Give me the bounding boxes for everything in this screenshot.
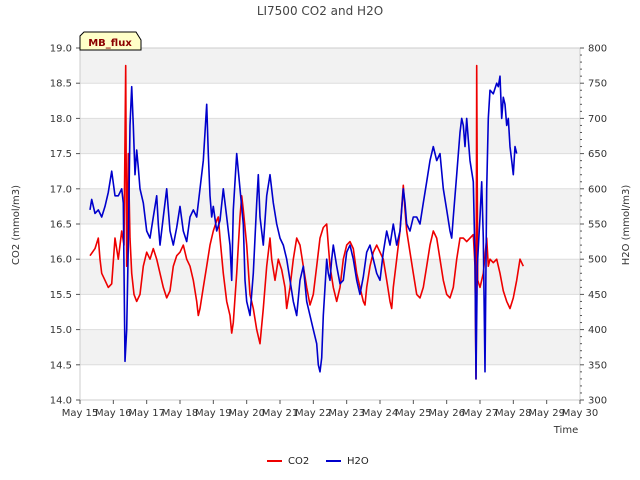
y-left-tick-label: 16.0 xyxy=(50,255,72,266)
series-line-h2o xyxy=(89,75,518,380)
y-right-tick-label: 300 xyxy=(588,396,607,407)
y-right-tick-label: 550 xyxy=(588,220,607,231)
series-layer xyxy=(89,64,525,380)
y-left-tick-label: 14.5 xyxy=(50,360,72,371)
x-tick-label: May 27 xyxy=(462,408,499,419)
legend-label-h2o: H2O xyxy=(347,456,369,467)
x-tick-label: May 24 xyxy=(362,408,399,419)
y-left-tick-label: 15.5 xyxy=(50,290,72,301)
legend: CO2 H2O xyxy=(267,456,369,467)
y-right-axis: 300 350 400 450 500 550 600 650 700 750 800 xyxy=(580,44,607,407)
x-tick-label: May 15 xyxy=(62,408,99,419)
x-tick-label: May 18 xyxy=(162,408,199,419)
y-left-tick-label: 17.0 xyxy=(50,184,72,195)
legend-label-co2: CO2 xyxy=(288,456,309,467)
y-right-tick-label: 400 xyxy=(588,325,607,336)
badge-shape xyxy=(79,31,142,51)
mb-flux-badge: MB_flux xyxy=(79,31,142,51)
y-right-tick-label: 350 xyxy=(588,360,607,371)
badge-label: MB_flux xyxy=(88,38,132,49)
y-right-tick-label: 750 xyxy=(588,79,607,90)
x-tick-label: May 25 xyxy=(395,408,432,419)
x-tick-label: May 28 xyxy=(495,408,532,419)
y-left-tick-label: 19.0 xyxy=(50,44,72,55)
y-left-tick-label: 16.5 xyxy=(50,220,72,231)
y-left-axis: 14.0 14.5 15.0 15.5 16.0 16.5 17.0 17.5 18.0 18.5… xyxy=(50,44,80,407)
x-tick-label: May 22 xyxy=(295,408,332,419)
y-right-axis-title: H2O (mmol/m3) xyxy=(621,185,632,266)
grid-band xyxy=(80,48,580,84)
y-right-tick-label: 800 xyxy=(588,44,607,55)
x-tick-label: May 29 xyxy=(528,408,565,419)
x-tick-label: May 23 xyxy=(328,408,365,419)
x-tick-label: May 30 xyxy=(562,408,599,419)
y-left-tick-label: 18.5 xyxy=(50,79,72,90)
y-left-tick-label: 18.0 xyxy=(50,114,72,125)
grid-band xyxy=(80,329,580,365)
x-tick-label: May 26 xyxy=(428,408,465,419)
y-right-tick-label: 700 xyxy=(588,114,607,125)
y-right-tick-label: 650 xyxy=(588,149,607,160)
y-left-tick-label: 17.5 xyxy=(50,149,72,160)
y-right-tick-label: 500 xyxy=(588,255,607,266)
x-tick-label: May 19 xyxy=(195,408,232,419)
x-tick-label: May 16 xyxy=(95,408,132,419)
grid-lines xyxy=(80,47,580,401)
x-tick-label: May 17 xyxy=(128,408,165,419)
y-left-axis-title: CO2 (mmol/m3) xyxy=(11,185,22,265)
chart-title: LI7500 CO2 and H2O xyxy=(257,4,383,18)
x-axis-title: Time xyxy=(553,425,578,436)
y-right-tick-label: 450 xyxy=(588,290,607,301)
y-left-tick-label: 14.0 xyxy=(50,396,72,407)
y-right-tick-label: 600 xyxy=(588,184,607,195)
grid-band xyxy=(80,118,580,154)
x-tick-label: May 21 xyxy=(262,408,299,419)
x-tick-label: May 20 xyxy=(228,408,265,419)
y-left-tick-label: 15.0 xyxy=(50,325,72,336)
